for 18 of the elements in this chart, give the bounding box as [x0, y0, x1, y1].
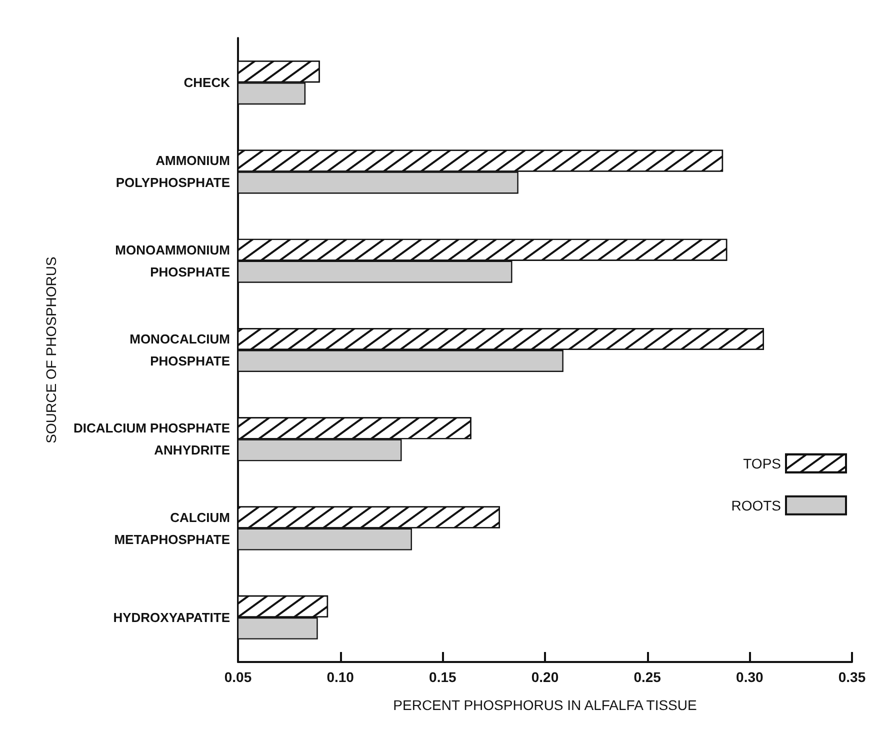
y-tick-label: CHECK — [184, 75, 231, 90]
y-tick-label: MONOAMMONIUM PHOSPHATE — [115, 242, 230, 280]
legend-label: TOPS — [743, 455, 781, 472]
x-tick-label: 0.10 — [326, 669, 354, 685]
y-tick-label: MONOCALCIUM PHOSPHATE — [130, 332, 230, 368]
x-tick-label: 0.05 — [224, 669, 252, 685]
y-tick-label: AMMONIUM POLYPHOSPHATE — [116, 153, 230, 190]
y-tick-label: DICALCIUM PHOSPHATE ANHYDRITE — [74, 420, 230, 458]
x-tick-label: 0.30 — [736, 669, 764, 685]
y-axis-title: SOURCE OF PHOSPHORUS — [43, 256, 59, 444]
x-tick-label: 0.35 — [838, 669, 866, 685]
x-axis-title: PERCENT PHOSPHORUS IN ALFALFA TISSUE — [393, 697, 697, 713]
y-tick-label: HYDROXYAPATITE — [113, 610, 230, 625]
x-tick-label: 0.20 — [531, 669, 559, 685]
legend-label: ROOTS — [731, 497, 781, 514]
x-tick-label: 0.25 — [634, 669, 662, 685]
x-tick-label: 0.15 — [429, 669, 457, 685]
y-tick-label: CALCIUM METAPHOSPHATE — [114, 510, 230, 547]
